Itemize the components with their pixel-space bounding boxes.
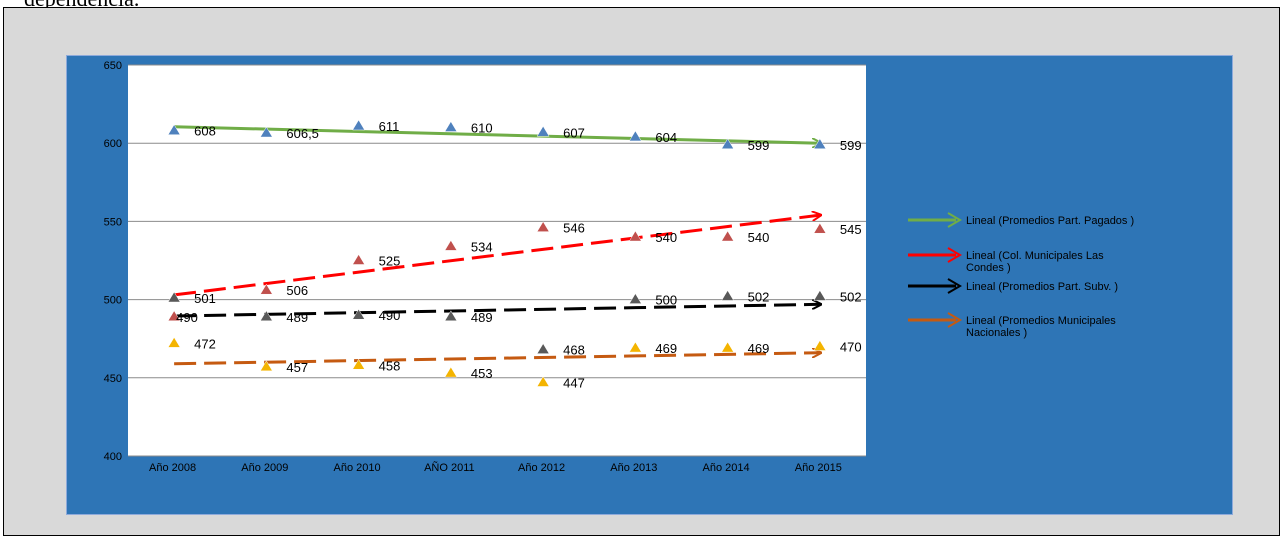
data-label: 489 <box>471 310 496 325</box>
data-label: 502 <box>840 289 865 304</box>
data-label: 599 <box>748 138 773 153</box>
data-label: 457 <box>286 360 311 375</box>
data-label: 458 <box>379 358 404 373</box>
y-tick-label: 600 <box>104 138 125 150</box>
legend-label: Condes ) <box>966 262 1014 274</box>
legend-label: Lineal (Promedios Part. Pagados ) <box>966 215 1137 227</box>
x-tick-label: Año 2009 <box>241 462 291 474</box>
data-label: 470 <box>840 340 865 355</box>
x-tick-label: Año 2012 <box>518 462 568 474</box>
x-tick-label: AÑO 2011 <box>424 461 478 474</box>
data-label: 469 <box>655 341 680 356</box>
data-label: 540 <box>748 230 773 245</box>
data-label: 469 <box>748 341 773 356</box>
y-tick-label: 450 <box>104 373 125 385</box>
y-tick-label: 650 <box>104 60 125 72</box>
data-label: 490 <box>379 308 404 323</box>
x-tick-label: Año 2013 <box>610 462 660 474</box>
data-label: 500 <box>655 293 680 308</box>
data-label: 489 <box>286 310 311 325</box>
data-label: 604 <box>655 130 680 145</box>
data-label: 447 <box>563 375 588 390</box>
data-label: 525 <box>379 254 404 269</box>
data-label: 610 <box>471 121 496 136</box>
data-label: 606,5 <box>286 126 322 141</box>
data-label: 501 <box>194 291 219 306</box>
data-label: 506 <box>286 283 311 298</box>
data-label: 540 <box>655 230 680 245</box>
data-label: 607 <box>563 125 588 140</box>
y-tick-label: 400 <box>104 451 125 463</box>
y-tick-label: 500 <box>104 295 125 307</box>
data-label: 608 <box>194 124 219 139</box>
data-label: 611 <box>379 119 403 134</box>
x-tick-label: Año 2010 <box>334 462 384 474</box>
legend-label: Nacionales ) <box>966 327 1030 339</box>
x-tick-label: Año 2014 <box>703 462 753 474</box>
y-tick-label: 550 <box>104 216 125 228</box>
x-tick-label: Año 2015 <box>795 462 845 474</box>
data-label: 545 <box>840 222 865 237</box>
data-label: 534 <box>471 239 496 254</box>
data-label: 546 <box>563 221 588 236</box>
data-label: 453 <box>471 366 496 381</box>
data-label: 599 <box>840 138 865 153</box>
legend-label: Lineal (Promedios Part. Subv. ) <box>966 281 1121 293</box>
data-label: 468 <box>563 343 588 358</box>
plot-area <box>128 65 866 456</box>
legend-label: Lineal (Promedios Municipales <box>966 315 1119 327</box>
x-tick-label: Año 2008 <box>149 462 199 474</box>
data-label: 472 <box>194 336 219 351</box>
data-label: 502 <box>748 289 773 304</box>
data-label: 490 <box>176 310 201 325</box>
legend-label: Lineal (Col. Municipales Las <box>966 250 1107 262</box>
